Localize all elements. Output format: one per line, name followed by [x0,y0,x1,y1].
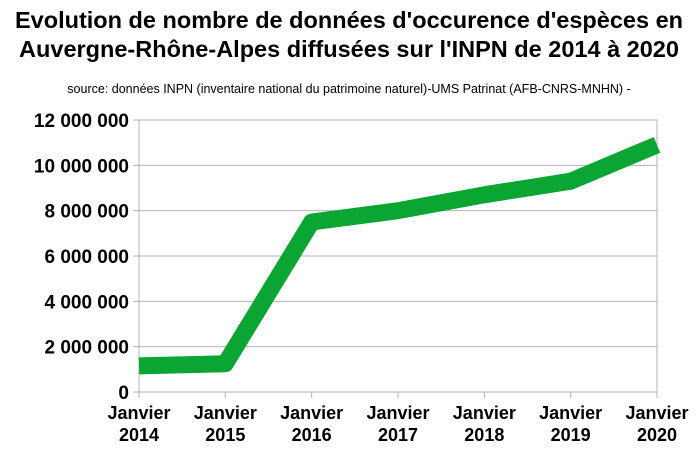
x-tick-label-year: 2020 [637,425,677,445]
x-tick-label: Janvier 2016 [280,403,343,445]
gridlines [139,119,657,393]
y-tick-label: 6 000 000 [44,247,129,268]
chart-title-line-1: Evolution de nombre de données d'occuren… [14,7,684,33]
x-tick-label-year: 2015 [205,425,245,445]
y-tick-label: 8 000 000 [44,202,129,223]
y-axis: 0 2 000 000 4 000 000 6 000 000 8 000 000 10 … [34,111,139,404]
x-tick-label-year: 2016 [292,425,332,445]
x-tick-label-month: Janvier [625,403,688,423]
x-tick-label-month: Janvier [453,403,516,423]
x-tick-label: Janvier 2014 [107,403,170,445]
y-tick-label: 12 000 000 [34,111,129,132]
x-tick-label-year: 2019 [551,425,591,445]
x-tick-label: Janvier 2017 [366,403,429,445]
x-tick-label-year: 2014 [119,425,159,445]
y-tick-label: 0 [118,383,129,404]
chart-subtitle: source: données INPN (inventaire nationa… [67,82,631,96]
y-tick-label: 10 000 000 [34,156,129,177]
x-tick-label-month: Janvier [366,403,429,423]
series-line-group [138,137,661,375]
x-tick-label: Janvier 2019 [539,403,602,445]
x-tick-label: Janvier 2018 [453,403,516,445]
series-line [138,137,661,375]
chart-title: Evolution de nombre de données d'occuren… [0,6,698,64]
x-tick-label-month: Janvier [194,403,257,423]
y-tick-label: 4 000 000 [44,292,129,313]
x-tick-label-month: Janvier [107,403,170,423]
x-tick-label: Janvier 2020 [625,403,688,445]
x-tick-label-year: 2018 [464,425,504,445]
x-tick-label-year: 2017 [378,425,418,445]
x-tick-label-month: Janvier [539,403,602,423]
x-tick-label-month: Janvier [280,403,343,423]
x-tick-label: Janvier 2015 [194,403,257,445]
y-tick-label: 2 000 000 [44,338,129,359]
chart-title-line-2: Auvergne-Rhône-Alpes diffusées sur l'INP… [19,36,679,62]
